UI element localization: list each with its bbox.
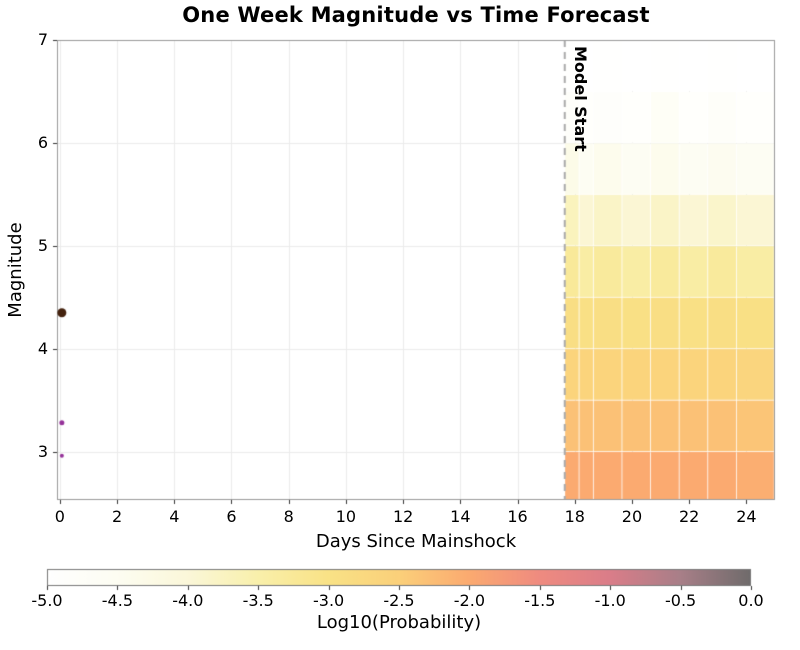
y-tick-label: 5 xyxy=(37,235,48,255)
y-axis-label: Magnitude xyxy=(5,222,26,318)
colorbar-tick-label: -1.5 xyxy=(524,591,556,610)
colorbar-tick-label: -2.5 xyxy=(383,591,415,610)
colorbar-tick-label: -4.5 xyxy=(101,591,133,610)
x-tick-label: 6 xyxy=(226,507,237,526)
x-tick-label: 14 xyxy=(450,507,471,526)
x-tick-label: 18 xyxy=(564,507,585,526)
colorbar-label: Log10(Probability) xyxy=(316,612,482,633)
x-tick-label: 16 xyxy=(507,507,528,526)
colorbar-tick-label: -5.0 xyxy=(31,591,63,610)
chart-title: One Week Magnitude vs Time Forecast xyxy=(182,3,650,27)
y-tick-label: 6 xyxy=(37,132,48,152)
colorbar-tick-label: -3.5 xyxy=(242,591,274,610)
y-tick-label: 3 xyxy=(37,441,48,461)
x-tick-label: 24 xyxy=(736,507,757,526)
y-tick-label: 4 xyxy=(37,338,48,358)
x-tick-label: 22 xyxy=(678,507,700,526)
x-tick-label: 8 xyxy=(283,507,294,526)
colorbar-tick-label: -4.0 xyxy=(172,591,204,610)
colorbar-tick-label: -3.0 xyxy=(312,591,345,610)
x-tick-label: 10 xyxy=(335,507,357,526)
colorbar-tick-label: -2.0 xyxy=(453,591,485,610)
x-axis-label: Days Since Mainshock xyxy=(315,531,517,552)
colorbar-tick-label: 0.0 xyxy=(738,591,764,610)
x-tick-label: 12 xyxy=(392,507,414,526)
x-tick-label: 20 xyxy=(621,507,643,526)
model-start-label: Model Start xyxy=(571,46,590,152)
y-tick-label: 7 xyxy=(37,30,48,49)
x-tick-label: 0 xyxy=(54,507,65,526)
colorbar-tick-label: -0.5 xyxy=(664,591,697,610)
x-tick-label: 4 xyxy=(169,507,180,526)
x-tick-label: 2 xyxy=(111,507,123,526)
colorbar-tick-label: -1.0 xyxy=(594,591,626,610)
